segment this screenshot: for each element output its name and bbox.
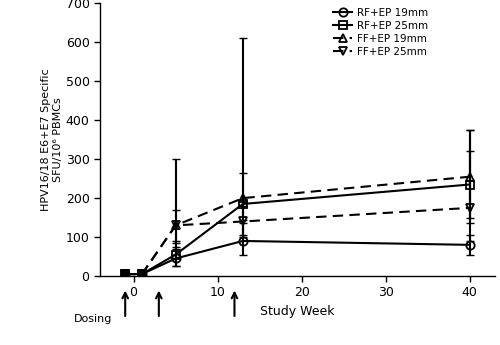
FF+EP 25mm bbox=[240, 219, 246, 224]
FF+EP 25mm bbox=[172, 223, 178, 227]
RF+EP 25mm bbox=[172, 253, 178, 257]
FF+EP 25mm bbox=[122, 272, 128, 276]
Line: FF+EP 25mm: FF+EP 25mm bbox=[121, 204, 474, 278]
RF+EP 19mm bbox=[139, 272, 145, 276]
Line: FF+EP 19mm: FF+EP 19mm bbox=[121, 172, 474, 278]
FF+EP 25mm bbox=[467, 206, 473, 210]
RF+EP 19mm bbox=[122, 272, 128, 276]
Text: Dosing: Dosing bbox=[74, 314, 112, 324]
FF+EP 19mm bbox=[467, 175, 473, 179]
Y-axis label: HPV16/18 E6+E7 Specific
SFU/10⁶ PBMCs: HPV16/18 E6+E7 Specific SFU/10⁶ PBMCs bbox=[41, 68, 63, 211]
X-axis label: Study Week: Study Week bbox=[260, 305, 335, 318]
RF+EP 25mm bbox=[139, 272, 145, 276]
RF+EP 25mm bbox=[467, 183, 473, 187]
RF+EP 25mm bbox=[240, 202, 246, 206]
RF+EP 19mm bbox=[467, 243, 473, 247]
FF+EP 19mm bbox=[122, 272, 128, 276]
FF+EP 25mm bbox=[139, 272, 145, 276]
Legend: RF+EP 19mm, RF+EP 25mm, FF+EP 19mm, FF+EP 25mm: RF+EP 19mm, RF+EP 25mm, FF+EP 19mm, FF+E… bbox=[329, 3, 432, 61]
FF+EP 19mm bbox=[139, 272, 145, 276]
Line: RF+EP 19mm: RF+EP 19mm bbox=[121, 237, 474, 278]
Line: RF+EP 25mm: RF+EP 25mm bbox=[121, 180, 474, 278]
FF+EP 19mm bbox=[172, 223, 178, 227]
RF+EP 19mm bbox=[240, 239, 246, 243]
RF+EP 25mm bbox=[122, 272, 128, 276]
FF+EP 19mm bbox=[240, 196, 246, 200]
RF+EP 19mm bbox=[172, 256, 178, 260]
